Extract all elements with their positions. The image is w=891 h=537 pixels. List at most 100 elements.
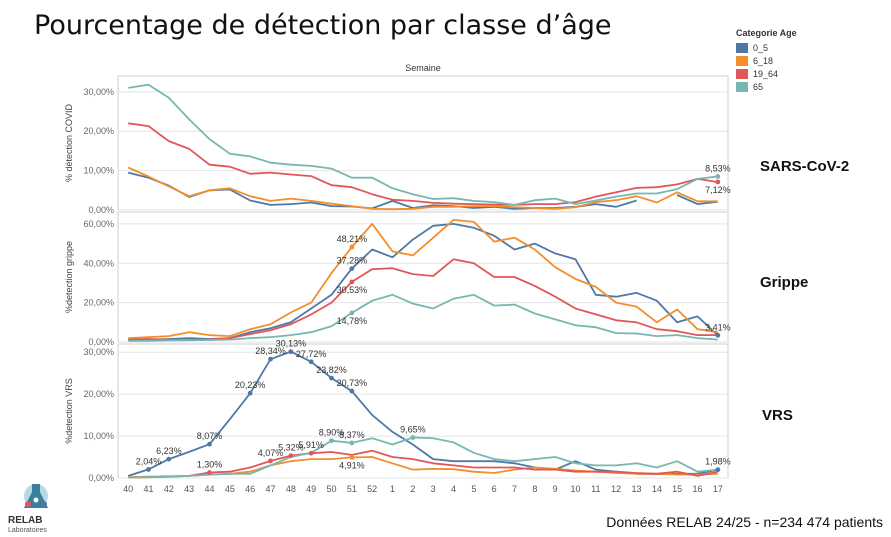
panel-label-grippe: Grippe: [760, 274, 809, 291]
data-point: [146, 467, 151, 472]
y-axis-title: %detection VRS: [64, 378, 74, 444]
x-tick-label: 50: [326, 484, 336, 494]
x-tick-label: 1: [390, 484, 395, 494]
data-label: 3,41%: [705, 322, 731, 332]
y-tick-label: 10,00%: [83, 166, 114, 176]
series-line-65: [128, 83, 718, 206]
legend-item-19-64[interactable]: 19_64: [736, 67, 797, 80]
x-tick-label: 17: [713, 484, 723, 494]
y-tick-label: 60,00%: [83, 219, 114, 229]
data-label: 20,73%: [337, 378, 368, 388]
x-tick-label: 9: [553, 484, 558, 494]
x-tick-label: 48: [286, 484, 296, 494]
y-tick-label: 30,00%: [83, 87, 114, 97]
panel-label-vrs: VRS: [762, 407, 793, 424]
data-point: [308, 450, 314, 456]
data-label: 8,53%: [705, 163, 731, 173]
data-label: 4,91%: [339, 460, 365, 470]
data-point: [349, 279, 355, 285]
y-axis-title: %detection grippe: [64, 241, 74, 313]
data-label: 9,65%: [400, 425, 426, 435]
data-label: 1,98%: [705, 457, 731, 467]
series-line-65: [128, 293, 718, 342]
legend-label: 19_64: [753, 68, 779, 79]
data-point: [166, 456, 172, 462]
data-label: 5,91%: [298, 440, 324, 450]
x-tick-label: 10: [570, 484, 580, 494]
y-tick-label: 20,00%: [83, 298, 114, 308]
data-label: 8,90%: [319, 428, 345, 438]
data-point: [308, 359, 314, 365]
x-tick-label: 13: [631, 484, 641, 494]
series-line-19-64: [128, 258, 718, 341]
x-tick-label: 11: [591, 484, 600, 494]
panel-frame: [117, 343, 729, 479]
page-title: Pourcentage de détection par classe d’âg…: [34, 10, 612, 41]
series-line-0-5: [128, 223, 719, 341]
x-tick-label: 15: [672, 484, 682, 494]
series-line-0-5: [127, 171, 718, 210]
y-tick-label: 40,00%: [83, 258, 114, 268]
x-tick-label: 51: [347, 484, 357, 494]
y-tick-label: 10,00%: [83, 431, 114, 441]
data-point: [349, 244, 355, 250]
legend-swatch: [736, 55, 748, 66]
x-tick-label: 46: [245, 484, 255, 494]
legend-swatch: [736, 42, 748, 53]
logo-subtitle: Laboratoires: [8, 527, 47, 534]
x-tick-label: 5: [471, 484, 476, 494]
data-label: 7,12%: [705, 185, 731, 195]
x-tick-label: 44: [204, 484, 214, 494]
data-point: [715, 332, 721, 338]
data-label: 6,23%: [156, 446, 182, 456]
series-line-65: [128, 436, 718, 479]
legend-swatch: [736, 81, 748, 92]
data-point: [349, 440, 355, 446]
data-point: [349, 310, 355, 316]
panel-label-sars-cov-2: SARS-CoV-2: [760, 158, 850, 175]
series-line-6-18: [128, 219, 718, 339]
legend-item-0-5[interactable]: 0_5: [736, 41, 797, 54]
data-point: [349, 455, 355, 460]
data-label: 14,78%: [337, 316, 368, 326]
y-tick-label: 20,00%: [83, 126, 114, 136]
data-point: [410, 435, 416, 440]
x-tick-label: 47: [265, 484, 275, 494]
legend-item-6-18[interactable]: 6_18: [736, 54, 797, 67]
series-line-6-18: [127, 166, 718, 211]
footer-note: Données RELAB 24/25 - n=234 474 patients: [606, 514, 883, 530]
x-tick-label: 52: [367, 484, 377, 494]
data-label: 30,53%: [337, 285, 368, 295]
data-label: 27,72%: [296, 349, 327, 359]
data-label: 37,28%: [337, 256, 368, 266]
x-tick-label: 8: [532, 484, 537, 494]
x-tick-label: 3: [431, 484, 436, 494]
series-line-0-5: [127, 350, 718, 477]
x-tick-label: 42: [164, 484, 174, 494]
data-label: 1,30%: [197, 460, 223, 470]
y-tick-label: 0,00%: [88, 473, 114, 483]
x-tick-label: 45: [225, 484, 235, 494]
logo-name: RELAB: [8, 515, 43, 526]
legend-label: 6_18: [753, 55, 774, 66]
data-label: 28,34%: [255, 346, 286, 356]
data-point: [207, 470, 212, 475]
x-tick-label: 7: [512, 484, 517, 494]
x-tick-label: 49: [306, 484, 316, 494]
y-tick-label: 0,00%: [88, 337, 114, 347]
data-label: 8,07%: [197, 431, 223, 441]
x-tick-label: 16: [692, 484, 702, 494]
legend-item-65[interactable]: 65: [736, 80, 797, 93]
data-point: [715, 173, 721, 179]
y-tick-label: 0,00%: [88, 205, 114, 215]
series-line-19-64: [128, 122, 718, 206]
data-label: 20,23%: [235, 380, 266, 390]
x-tick-label: 2: [410, 484, 415, 494]
data-label: 2,04%: [136, 456, 162, 466]
data-point: [715, 467, 721, 473]
data-point: [349, 266, 355, 272]
data-point: [268, 458, 273, 464]
x-tick-label: 14: [652, 484, 662, 494]
data-label: 8,37%: [339, 430, 365, 440]
legend-title: Categorie Age: [736, 28, 797, 38]
